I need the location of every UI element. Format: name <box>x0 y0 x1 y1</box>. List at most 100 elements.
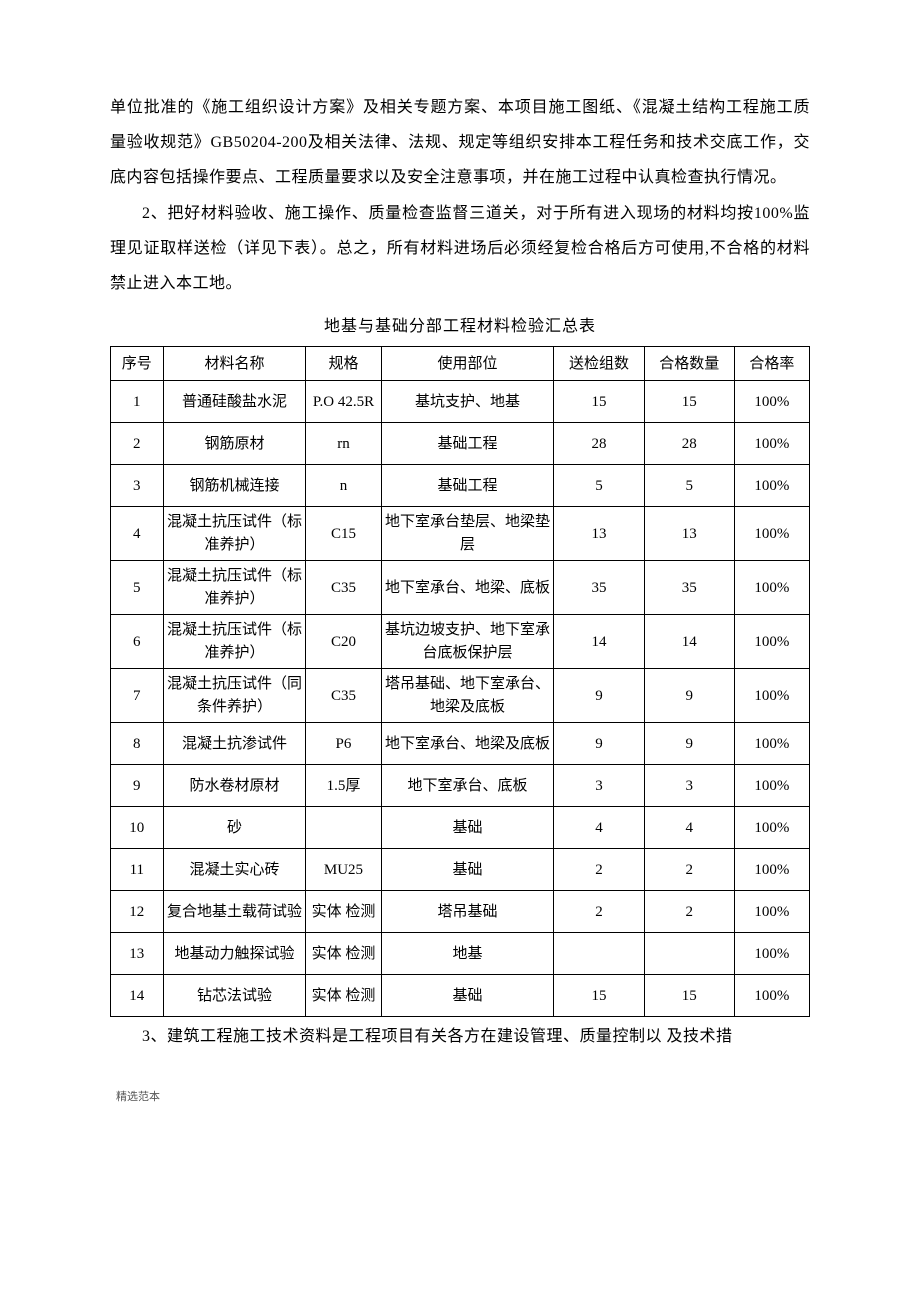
table-cell-rate: 100% <box>734 507 809 561</box>
table-cell-pass: 5 <box>644 465 734 507</box>
table-cell-rate: 100% <box>734 807 809 849</box>
table-cell-seq: 7 <box>111 669 164 723</box>
table-cell-pass: 15 <box>644 381 734 423</box>
table-row: 10砂基础44100% <box>111 807 810 849</box>
table-row: 12复合地基土载荷试验实体 检测塔吊基础22100% <box>111 891 810 933</box>
table-cell-pass: 9 <box>644 669 734 723</box>
table-title: 地基与基础分部工程材料检验汇总表 <box>110 309 810 344</box>
table-cell-rate: 100% <box>734 723 809 765</box>
table-cell-spec: 实体 检测 <box>306 975 381 1017</box>
table-cell-seq: 5 <box>111 561 164 615</box>
table-cell-seq: 4 <box>111 507 164 561</box>
table-cell-loc: 地下室承台、地梁、底板 <box>381 561 554 615</box>
table-cell-spec: C35 <box>306 669 381 723</box>
table-cell-seq: 2 <box>111 423 164 465</box>
table-row: 4混凝土抗压试件（标准养护）C15地下室承台垫层、地梁垫层1313100% <box>111 507 810 561</box>
table-cell-pass: 3 <box>644 765 734 807</box>
table-cell-rate: 100% <box>734 765 809 807</box>
table-cell-pass: 13 <box>644 507 734 561</box>
table-row: 9防水卷材原材1.5厚地下室承台、底板33100% <box>111 765 810 807</box>
table-cell-sent: 3 <box>554 765 644 807</box>
table-cell-name: 钢筋原材 <box>163 423 306 465</box>
table-cell-name: 地基动力触探试验 <box>163 933 306 975</box>
table-cell-rate: 100% <box>734 381 809 423</box>
table-cell-name: 普通硅酸盐水泥 <box>163 381 306 423</box>
table-cell-loc: 塔吊基础 <box>381 891 554 933</box>
table-cell-sent: 28 <box>554 423 644 465</box>
table-row: 6混凝土抗压试件（标准养护）C20基坑边坡支护、地下室承台底板保护层141410… <box>111 615 810 669</box>
table-cell-loc: 基础 <box>381 975 554 1017</box>
table-cell-name: 混凝土抗压试件（同条件养护） <box>163 669 306 723</box>
table-row: 13地基动力触探试验实体 检测地基100% <box>111 933 810 975</box>
table-cell-spec: C35 <box>306 561 381 615</box>
table-cell-loc: 塔吊基础、地下室承台、地梁及底板 <box>381 669 554 723</box>
table-cell-seq: 14 <box>111 975 164 1017</box>
table-cell-loc: 基础 <box>381 807 554 849</box>
table-cell-rate: 100% <box>734 975 809 1017</box>
table-cell-seq: 6 <box>111 615 164 669</box>
table-cell-sent: 15 <box>554 975 644 1017</box>
col-header-spec: 规格 <box>306 347 381 381</box>
table-row: 11混凝土实心砖MU25基础22100% <box>111 849 810 891</box>
table-cell-spec: rn <box>306 423 381 465</box>
table-row: 8混凝土抗渗试件P6地下室承台、地梁及底板99100% <box>111 723 810 765</box>
table-cell-pass: 28 <box>644 423 734 465</box>
table-cell-loc: 地下室承台、地梁及底板 <box>381 723 554 765</box>
table-cell-seq: 9 <box>111 765 164 807</box>
table-cell-loc: 地下室承台垫层、地梁垫层 <box>381 507 554 561</box>
table-cell-rate: 100% <box>734 849 809 891</box>
table-cell-sent: 2 <box>554 849 644 891</box>
paragraph-1: 单位批准的《施工组织设计方案》及相关专题方案、本项目施工图纸、《混凝土结构工程施… <box>110 90 810 196</box>
table-cell-sent: 15 <box>554 381 644 423</box>
table-cell-spec: C20 <box>306 615 381 669</box>
materials-table: 序号 材料名称 规格 使用部位 送检组数 合格数量 合格率 1普通硅酸盐水泥P.… <box>110 346 810 1017</box>
table-cell-rate: 100% <box>734 465 809 507</box>
table-cell-spec: 实体 检测 <box>306 933 381 975</box>
table-cell-name: 混凝土抗压试件（标准养护） <box>163 507 306 561</box>
table-cell-sent <box>554 933 644 975</box>
table-cell-pass: 4 <box>644 807 734 849</box>
table-cell-seq: 8 <box>111 723 164 765</box>
paragraph-3: 3、建筑工程施工技术资料是工程项目有关各方在建设管理、质量控制以 及技术措 <box>110 1019 810 1054</box>
table-row: 2钢筋原材rn基础工程2828100% <box>111 423 810 465</box>
table-cell-loc: 基坑边坡支护、地下室承台底板保护层 <box>381 615 554 669</box>
table-cell-name: 混凝土抗渗试件 <box>163 723 306 765</box>
table-cell-seq: 3 <box>111 465 164 507</box>
table-row: 3钢筋机械连接n基础工程55100% <box>111 465 810 507</box>
table-cell-spec: C15 <box>306 507 381 561</box>
table-header-row: 序号 材料名称 规格 使用部位 送检组数 合格数量 合格率 <box>111 347 810 381</box>
table-cell-pass: 15 <box>644 975 734 1017</box>
table-cell-name: 复合地基土载荷试验 <box>163 891 306 933</box>
table-cell-seq: 12 <box>111 891 164 933</box>
table-cell-loc: 地基 <box>381 933 554 975</box>
table-cell-sent: 4 <box>554 807 644 849</box>
table-cell-name: 防水卷材原材 <box>163 765 306 807</box>
table-cell-sent: 14 <box>554 615 644 669</box>
table-row: 1普通硅酸盐水泥P.O 42.5R基坑支护、地基1515100% <box>111 381 810 423</box>
table-cell-rate: 100% <box>734 891 809 933</box>
col-header-loc: 使用部位 <box>381 347 554 381</box>
table-cell-pass: 9 <box>644 723 734 765</box>
table-cell-seq: 11 <box>111 849 164 891</box>
table-cell-pass: 2 <box>644 849 734 891</box>
table-cell-rate: 100% <box>734 615 809 669</box>
col-header-pass: 合格数量 <box>644 347 734 381</box>
table-cell-seq: 1 <box>111 381 164 423</box>
table-cell-spec: MU25 <box>306 849 381 891</box>
col-header-name: 材料名称 <box>163 347 306 381</box>
table-cell-loc: 基础工程 <box>381 465 554 507</box>
table-cell-seq: 10 <box>111 807 164 849</box>
table-body: 1普通硅酸盐水泥P.O 42.5R基坑支护、地基1515100%2钢筋原材rn基… <box>111 381 810 1017</box>
table-cell-rate: 100% <box>734 561 809 615</box>
table-cell-pass: 35 <box>644 561 734 615</box>
paragraph-2: 2、把好材料验收、施工操作、质量检查监督三道关，对于所有进入现场的材料均按100… <box>110 196 810 302</box>
table-cell-spec: n <box>306 465 381 507</box>
table-cell-name: 砂 <box>163 807 306 849</box>
col-header-seq: 序号 <box>111 347 164 381</box>
table-cell-seq: 13 <box>111 933 164 975</box>
table-cell-pass: 2 <box>644 891 734 933</box>
table-cell-name: 混凝土抗压试件（标准养护） <box>163 615 306 669</box>
table-cell-name: 钻芯法试验 <box>163 975 306 1017</box>
table-cell-rate: 100% <box>734 423 809 465</box>
table-cell-sent: 2 <box>554 891 644 933</box>
